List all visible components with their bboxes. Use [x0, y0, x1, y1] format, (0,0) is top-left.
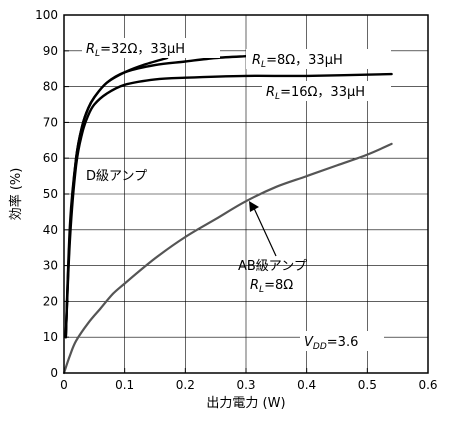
y-tick-label: 20	[43, 294, 58, 308]
axis-ticks: 0 0.1 0.2 0.3 0.4 0.5 0.6 0 10 20 30 40 50 60 70 80 90 10…	[35, 8, 437, 392]
label-ab-class-rl: RL=8Ω	[250, 278, 293, 295]
label-rl32-r: R	[86, 42, 95, 57]
label-vdd: VDD=3.6	[304, 335, 358, 352]
x-tick-label: 0	[60, 378, 68, 392]
x-tick-label: 0.3	[236, 378, 255, 392]
series-ab-class-line	[62, 142, 393, 375]
label-vdd-value: =3.6	[327, 335, 359, 350]
label-bg-rl16	[262, 81, 391, 101]
label-rl8-r: R	[252, 53, 261, 68]
ab-arrow-head	[249, 201, 259, 212]
label-ab-class: AB級アンプ	[238, 259, 307, 274]
ab-arrow-line	[252, 205, 277, 257]
x-tick-label: 0.4	[297, 378, 316, 392]
series-rl32-line	[64, 56, 169, 339]
label-rl16: RL=16Ω，33μH	[266, 85, 365, 102]
label-rl16-r: R	[266, 85, 275, 100]
label-rl16-value: =16Ω，33μH	[280, 85, 365, 100]
x-axis-title: 出力電力 (W)	[206, 396, 285, 411]
series-rl8-line	[64, 55, 248, 339]
label-rl8-sub: L	[261, 60, 266, 70]
label-rl16-sub: L	[275, 92, 280, 102]
y-tick-label: 70	[43, 115, 58, 129]
label-vdd-v: V	[304, 335, 314, 350]
label-ab-rl-value: =8Ω	[264, 278, 293, 293]
label-bg-vdd	[300, 331, 384, 351]
label-bg-rl32	[82, 38, 220, 58]
y-tick-label: 0	[50, 366, 58, 380]
label-d-class: D級アンプ	[86, 169, 147, 184]
y-tick-label: 60	[43, 151, 58, 165]
label-vdd-sub: DD	[313, 342, 327, 352]
y-tick-label: 30	[43, 259, 58, 273]
label-rl8-value: =8Ω，33μH	[266, 53, 343, 68]
y-tick-label: 50	[43, 187, 58, 201]
y-tick-label: 40	[43, 223, 58, 237]
y-tick-label: 10	[43, 330, 58, 344]
label-rl32-value: =32Ω，33μH	[100, 42, 185, 57]
label-rl32-sub: L	[95, 49, 100, 59]
label-rl8: RL=8Ω，33μH	[252, 53, 343, 70]
x-tick-label: 0.2	[176, 378, 195, 392]
series-rl16-line	[64, 72, 393, 339]
label-rl32: RL=32Ω，33μH	[86, 42, 185, 59]
y-tick-label: 100	[35, 8, 58, 22]
x-tick-label: 0.1	[115, 378, 134, 392]
label-ab-rl-sub: L	[259, 285, 264, 295]
label-ab-rl-r: R	[250, 278, 259, 293]
y-tick-label: 80	[43, 80, 58, 94]
series-lines	[62, 55, 393, 375]
y-tick-label: 90	[43, 44, 58, 58]
x-tick-label: 0.5	[358, 378, 377, 392]
label-bg-rl8	[246, 49, 391, 69]
y-axis-title: 効率 (%)	[8, 168, 24, 221]
x-tick-label: 0.6	[418, 378, 437, 392]
